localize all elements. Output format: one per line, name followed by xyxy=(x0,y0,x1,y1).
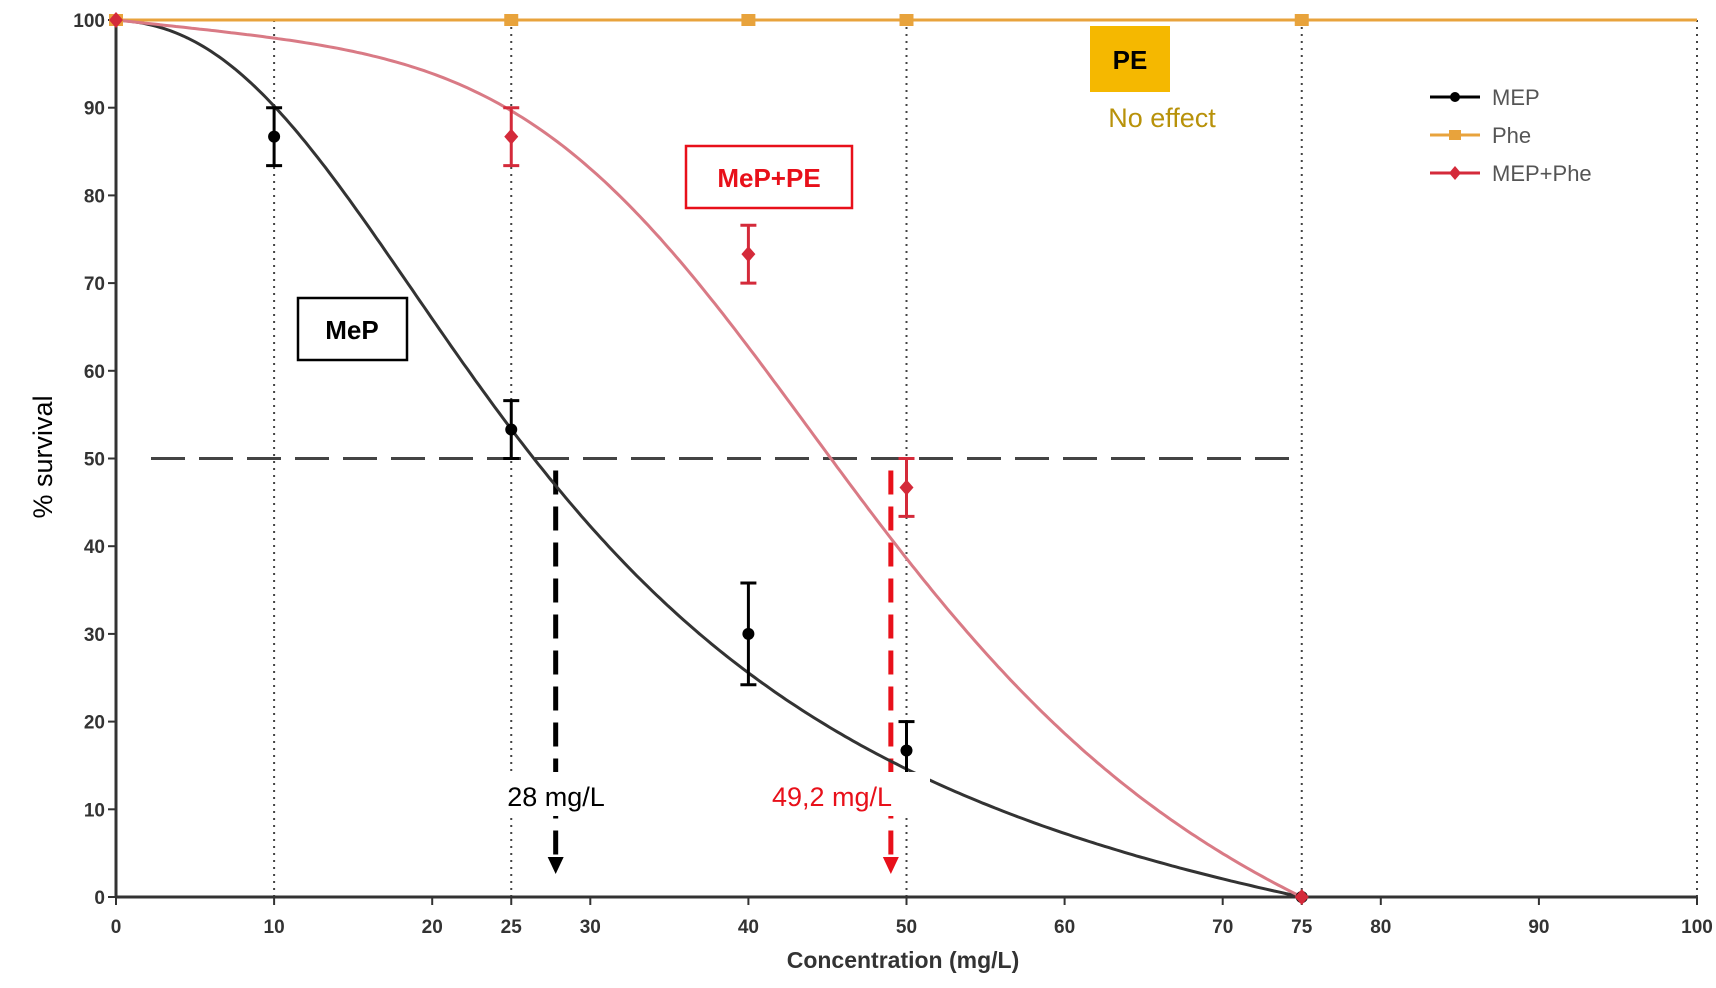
fit-curve-mep-phe xyxy=(120,19,1303,899)
y-tick-label: 0 xyxy=(94,888,105,909)
fit-curve-mep xyxy=(120,18,1303,899)
x-tick-label: 50 xyxy=(896,917,917,938)
axes xyxy=(108,18,1698,905)
x-axis-label: Concentration (mg/L) xyxy=(787,947,1020,973)
ic50-mix-label: 49,2 mg/L xyxy=(772,782,892,812)
y-tick-label: 80 xyxy=(84,186,105,207)
x-tick-label: 100 xyxy=(1681,917,1713,938)
x-tick-label: 20 xyxy=(422,917,443,938)
x-tick-label: 0 xyxy=(111,917,122,938)
ic50-mep-arrow-head xyxy=(547,857,564,874)
legend-marker-mep-phe xyxy=(1449,166,1461,180)
y-tick-label: 70 xyxy=(84,274,105,295)
y-tick-label: 50 xyxy=(84,450,105,471)
x-tick-label: 90 xyxy=(1528,917,1549,938)
data-point-mep-phe xyxy=(504,128,519,145)
data-point-mep xyxy=(268,130,281,143)
mepe-box xyxy=(684,144,854,210)
data-point-mep-phe xyxy=(109,12,123,28)
x-tick-label: 10 xyxy=(264,917,285,938)
data-points xyxy=(109,12,1309,905)
x-tick-label: 75 xyxy=(1291,917,1313,938)
annotations: PE No effect MeP+PE MeP 28 mg/L 49,2 mg/L xyxy=(296,26,1216,816)
y-tick-label: 40 xyxy=(84,537,105,558)
legend: MEP Phe MEP+Phe xyxy=(1430,85,1592,186)
data-point-mep-phe xyxy=(899,479,914,496)
data-point-phe xyxy=(1294,14,1309,26)
pe-no-effect-label: No effect xyxy=(1108,103,1216,133)
y-axis-label: % survival xyxy=(28,395,58,518)
reference-lines xyxy=(151,457,1302,874)
data-point-mep xyxy=(900,744,913,757)
y-tick-label: 90 xyxy=(84,99,105,120)
x-tick-label: 30 xyxy=(580,917,601,938)
legend-marker-phe xyxy=(1449,130,1461,140)
tick-labels: 0 10 20 30 40 50 60 70 80 90 100 0 10 20 25 30 40 50 60 70 7… xyxy=(73,11,1713,938)
ic50-mix-arrow-head xyxy=(882,857,899,874)
pe-box xyxy=(1090,26,1170,92)
y-tick-label: 100 xyxy=(73,11,105,32)
data-point-phe xyxy=(741,14,756,26)
pe-box-label: PE xyxy=(1113,45,1148,75)
legend-label-phe: Phe xyxy=(1492,123,1531,148)
data-point-mep-phe xyxy=(1294,889,1309,905)
ic50-mep-label-bg xyxy=(488,772,626,816)
y-tick-label: 60 xyxy=(84,362,105,383)
data-point-mep xyxy=(505,423,518,436)
ic50-mep-label: 28 mg/L xyxy=(507,782,605,812)
legend-label-mep: MEP xyxy=(1492,85,1540,110)
ic50-mix-label-bg xyxy=(752,772,930,816)
y-tick-label: 10 xyxy=(84,800,105,821)
y-tick-label: 20 xyxy=(84,713,105,734)
mep-box-label: MeP xyxy=(325,315,378,345)
data-point-mep xyxy=(742,627,755,640)
data-point-phe xyxy=(504,14,519,26)
x-tick-label: 70 xyxy=(1212,917,1233,938)
x-tick-label: 40 xyxy=(738,917,759,938)
mep-box xyxy=(296,296,409,362)
data-point-mep-phe xyxy=(741,246,756,263)
x-tick-label: 60 xyxy=(1054,917,1075,938)
legend-marker-mep xyxy=(1450,92,1460,102)
y-tick-label: 30 xyxy=(84,625,105,646)
mepe-box-label: MeP+PE xyxy=(717,163,820,193)
legend-label-mep-phe: MEP+Phe xyxy=(1492,161,1592,186)
x-tick-label: 25 xyxy=(501,917,523,938)
x-tick-label: 80 xyxy=(1370,917,1391,938)
data-point-phe xyxy=(899,14,914,26)
